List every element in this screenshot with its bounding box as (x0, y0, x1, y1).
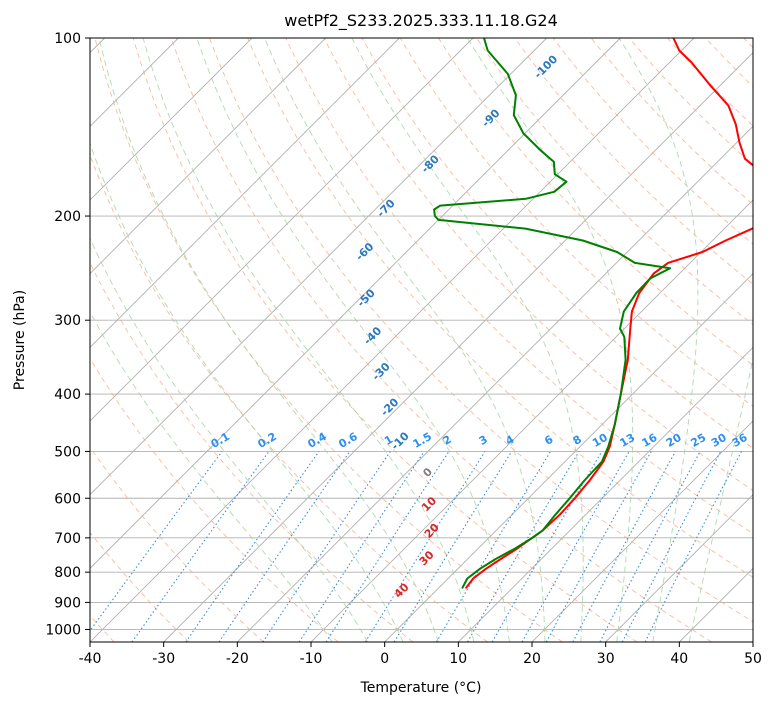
x-tick-label: 20 (523, 651, 541, 667)
x-tick-label: 10 (449, 651, 467, 667)
y-tick-label: 200 (54, 209, 81, 225)
mixing-ratio-line (435, 451, 552, 642)
x-tick-label: 50 (744, 651, 762, 667)
isotherm-line (605, 494, 753, 642)
moist-adiabat-line (264, 38, 546, 642)
isotherm-line (90, 38, 326, 275)
moist-adiabat-line (196, 38, 510, 642)
dewpoint-profile-line (433, 38, 672, 589)
x-tick-label: -20 (226, 651, 249, 667)
isotherm-line (237, 125, 753, 642)
moist-adiabat-line (90, 141, 404, 642)
x-tick-label: -10 (300, 651, 323, 667)
mixing-ratio-line (393, 451, 513, 642)
y-tick-label: 300 (54, 313, 81, 329)
isotherm-line (90, 38, 547, 496)
mixing-ratio-line (131, 451, 270, 642)
y-tick-label: 900 (54, 595, 81, 611)
chart-title: wetPf2_S233.2025.333.11.18.G24 (284, 11, 558, 31)
isotherm-line (384, 273, 753, 642)
dry-adiabat-line (323, 38, 753, 492)
mixing-ratio-line (90, 451, 223, 632)
mixing-ratio-line (545, 451, 652, 642)
moist-adiabat-line (90, 311, 333, 642)
mixing-ratio-line (325, 451, 450, 642)
isotherm-line (163, 52, 753, 642)
y-axis-title: Pressure (hPa) (12, 290, 28, 390)
dry-adiabat-line (132, 38, 638, 642)
dry-adiabat-line (90, 357, 339, 642)
y-tick-label: 500 (54, 444, 81, 460)
isotherm-line (90, 38, 621, 569)
profile-lines (433, 38, 753, 589)
moist-adiabat-line (142, 38, 475, 642)
dry-adiabat-line (438, 38, 753, 366)
moist-adiabat-line (90, 237, 369, 642)
mixing-ratio-line (491, 451, 603, 642)
moist-adiabat-line (351, 38, 584, 642)
y-tick-label: 1000 (45, 623, 81, 639)
dry-adiabat-line (285, 38, 753, 535)
x-tick-label: -40 (79, 651, 102, 667)
plot-frame (89, 37, 754, 643)
background-lines (90, 38, 753, 642)
moist-adiabat-line (98, 38, 439, 642)
dry-adiabat-line (399, 38, 753, 407)
y-tick-label: 700 (54, 531, 81, 547)
x-axis-title: Temperature (°C) (360, 680, 482, 696)
moist-adiabat-line (688, 356, 753, 642)
y-tick-label: 100 (54, 31, 81, 47)
isotherm-line (90, 38, 695, 642)
isotherm-line (90, 38, 474, 422)
x-tick-label: 40 (670, 651, 688, 667)
isotherm-line (90, 38, 400, 348)
dry-adiabat-line (361, 38, 753, 449)
dry-adiabat-line (247, 38, 753, 578)
isotherm-line (90, 38, 253, 201)
plot-background (90, 38, 753, 642)
mixing-ratio-line (572, 451, 676, 642)
mixing-ratio-line (364, 451, 486, 642)
axes: -40 -30 -20 -10 0 10 20 30 40 50 100 200 300 400 500 60… (45, 31, 762, 667)
isotherm-line (458, 346, 753, 642)
mixing-ratio-line (521, 451, 630, 642)
isotherm-line (531, 420, 753, 642)
y-tick-label: 800 (54, 565, 81, 581)
x-tick-label: -30 (152, 651, 175, 667)
y-tick-label: 400 (54, 387, 81, 403)
moist-adiabat-line (618, 38, 699, 642)
x-tick-label: 0 (380, 651, 389, 667)
y-tick-label: 600 (54, 491, 81, 507)
dry-adiabat-line (90, 531, 190, 642)
mixing-ratio-line (467, 451, 580, 642)
mixing-ratio-line (218, 451, 351, 642)
dry-adiabat-line (209, 38, 753, 623)
x-tick-label: 30 (597, 651, 615, 667)
